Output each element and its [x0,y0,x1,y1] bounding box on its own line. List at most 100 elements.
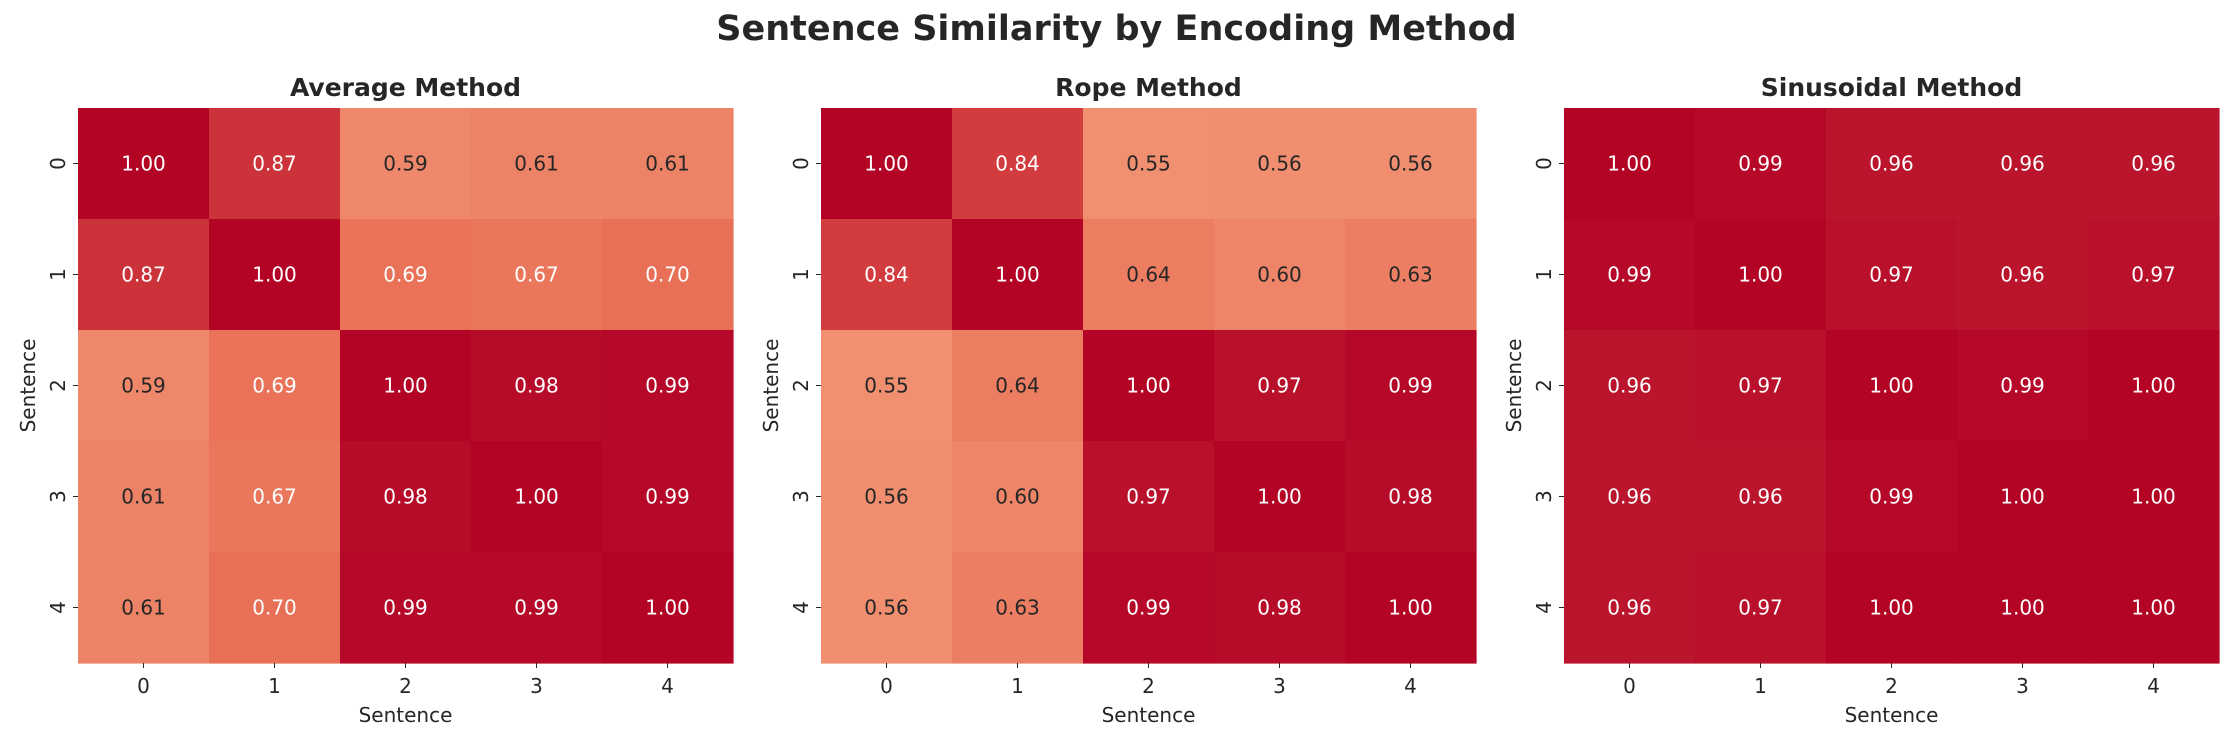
y-tick-label: 2 [1532,379,1556,392]
heatmap-cell [1083,108,1215,220]
heatmap-cell [952,330,1084,442]
x-tick-label: 2 [399,674,412,698]
cell-value-label: 0.69 [383,263,428,287]
panel-title: Sinusoidal Method [1761,73,2023,102]
cell-value-label: 0.98 [1257,596,1302,620]
x-tick-label: 0 [137,674,150,698]
y-tick-label: 2 [789,379,813,392]
x-tick-label: 2 [1885,674,1898,698]
heatmap-cell [952,552,1084,664]
cell-value-label: 0.59 [121,374,166,398]
heatmap-cell [821,219,953,331]
cell-value-label: 1.00 [1257,485,1302,509]
heatmap-cell [78,330,210,442]
heatmap-cell [2088,108,2220,220]
cell-value-label: 0.61 [121,485,166,509]
x-tick-label: 3 [1273,674,1286,698]
cell-value-label: 0.99 [1869,485,1914,509]
cell-value-label: 1.00 [2000,485,2045,509]
heatmap-cell [952,441,1084,553]
heatmap-cell [78,552,210,664]
x-tick-label: 4 [661,674,674,698]
cell-value-label: 1.00 [1126,374,1171,398]
heatmap-cell [209,108,341,220]
heatmap-cell [1564,552,1696,664]
heatmap-cell [209,330,341,442]
heatmap-cell [1214,441,1346,553]
x-axis-label: Sentence [1845,703,1939,727]
heatmap-cell [471,108,603,220]
y-axis-label: Sentence [16,339,40,433]
cell-value-label: 0.56 [864,596,909,620]
heatmap-cell [78,108,210,220]
cell-value-label: 1.00 [1607,152,1652,176]
x-tick-label: 1 [1754,674,1767,698]
heatmap-cell [1214,108,1346,220]
heatmap-cell [1564,108,1696,220]
heatmap-cell [1564,219,1696,331]
cell-value-label: 0.59 [383,152,428,176]
cell-value-label: 0.55 [864,374,909,398]
cell-value-label: 0.99 [1738,152,1783,176]
heatmap-cell [340,108,472,220]
heatmap-cell [340,441,472,553]
cell-value-label: 1.00 [383,374,428,398]
heatmap-cell [1345,552,1477,664]
x-tick-label: 1 [268,674,281,698]
heatmap-cell [1695,552,1827,664]
y-tick-label: 4 [46,601,70,614]
cell-value-label: 0.96 [1869,152,1914,176]
cell-value-label: 0.98 [514,374,559,398]
heatmap-cell [1214,330,1346,442]
heatmap-cell [1083,441,1215,553]
y-tick-label: 4 [789,601,813,614]
heatmap-cell [1826,219,1958,331]
heatmap-cell [1695,219,1827,331]
cell-value-label: 0.99 [1126,596,1171,620]
heatmap-cell [1345,330,1477,442]
cell-value-label: 0.97 [1126,485,1171,509]
cell-value-label: 0.61 [514,152,559,176]
cell-value-label: 0.55 [1126,152,1171,176]
heatmap-cell [471,552,603,664]
panel-title: Average Method [290,73,521,102]
cell-value-label: 0.63 [995,596,1040,620]
heatmap-cell [1564,330,1696,442]
cell-value-label: 0.98 [1388,485,1433,509]
heatmap-cell [1083,552,1215,664]
heatmap-cell [1345,219,1477,331]
heatmap-cell [602,441,734,553]
heatmap-cell [1826,330,1958,442]
x-tick-label: 1 [1011,674,1024,698]
x-axis-label: Sentence [1102,703,1196,727]
y-tick-label: 1 [789,268,813,281]
heatmap-cell [1083,219,1215,331]
cell-value-label: 0.60 [995,485,1040,509]
x-axis-label: Sentence [359,703,453,727]
cell-value-label: 0.60 [1257,263,1302,287]
cell-value-label: 0.96 [1607,596,1652,620]
cell-value-label: 0.56 [1257,152,1302,176]
heatmap-cell [1564,441,1696,553]
heatmap-cell [2088,330,2220,442]
x-tick-label: 3 [2016,674,2029,698]
panel-title: Rope Method [1055,73,1242,102]
cell-value-label: 0.84 [995,152,1040,176]
y-tick-label: 0 [789,157,813,170]
heatmap-cell [2088,219,2220,331]
heatmap-cell [1826,552,1958,664]
cell-value-label: 0.99 [1388,374,1433,398]
cell-value-label: 0.97 [2131,263,2176,287]
heatmap-cell [1957,330,2089,442]
cell-value-label: 0.99 [645,374,690,398]
cell-value-label: 0.96 [1607,374,1652,398]
cell-value-label: 0.96 [2000,152,2045,176]
heatmap-cell [209,219,341,331]
cell-value-label: 0.64 [995,374,1040,398]
y-tick-label: 0 [46,157,70,170]
heatmap-cell [471,441,603,553]
heatmap-cell [1826,108,1958,220]
heatmap-cell [1083,330,1215,442]
heatmap-cell [2088,552,2220,664]
heatmap-panels: Average Method 1.00 0.87 0.59 0.61 0.61 0.87 1.… [16,73,2220,727]
